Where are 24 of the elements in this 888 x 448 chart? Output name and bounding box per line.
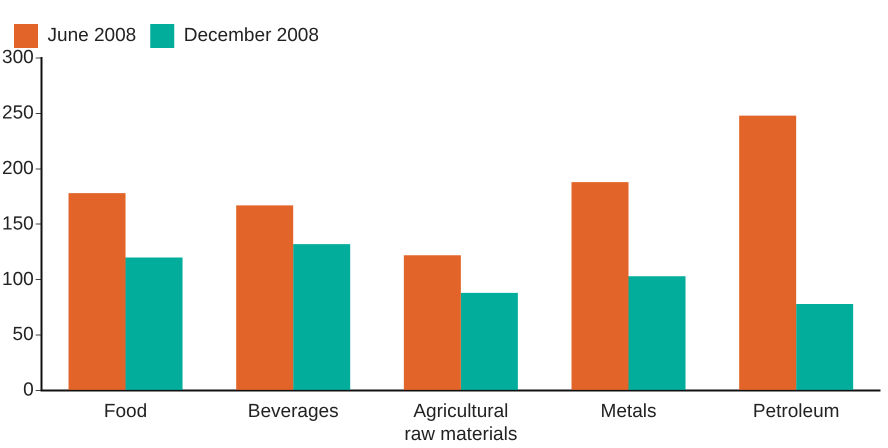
bar — [572, 182, 629, 390]
y-tick-label: 300 — [2, 47, 34, 68]
bar — [628, 276, 686, 390]
bar — [126, 257, 183, 390]
y-tick-label: 50 — [12, 324, 34, 346]
bar — [404, 255, 461, 390]
bar — [460, 292, 518, 390]
x-tick-label: Petroleum — [752, 401, 840, 422]
x-tick-label: Metals — [600, 401, 656, 422]
y-tick-label: 0 — [23, 380, 34, 401]
bar — [293, 244, 350, 390]
y-tick-label: 250 — [2, 102, 34, 124]
x-tick-label: Agricultural raw materials — [404, 401, 518, 445]
bar — [796, 304, 854, 390]
x-tick-label: Food — [104, 401, 148, 422]
y-tick-label: 200 — [2, 158, 34, 180]
bar — [236, 205, 294, 390]
y-tick-label: 100 — [2, 268, 34, 290]
bar — [68, 193, 126, 390]
legend-label: June 2008 — [48, 25, 136, 46]
x-tick-label: Beverages — [248, 401, 339, 422]
bar — [739, 116, 796, 390]
y-tick-label: 150 — [2, 213, 34, 234]
legend-label: December 2008 — [184, 25, 319, 46]
